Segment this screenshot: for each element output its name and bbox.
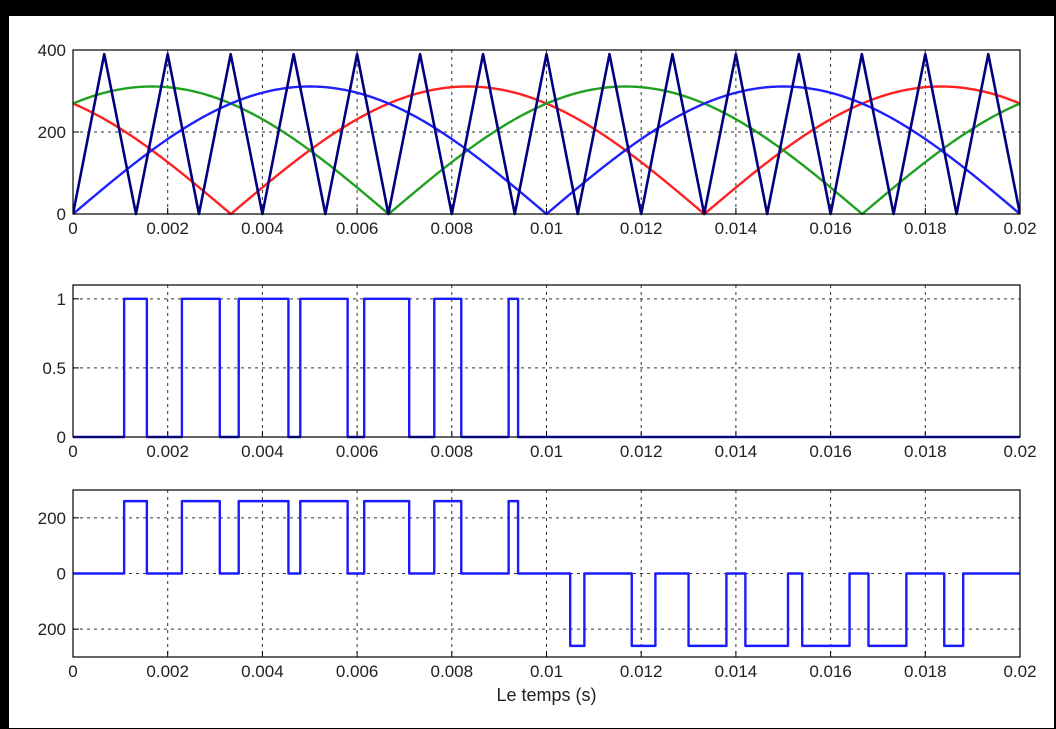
x-tick-label: 0 xyxy=(68,662,77,681)
x-tick-label: 0.01 xyxy=(530,219,563,238)
x-tick-label: 0.012 xyxy=(620,219,663,238)
x-tick-label: 0.018 xyxy=(904,219,947,238)
chart-panel-1: 0 0.002 0.004 0.006 0.008 0.01 0.012 0.014 0.016… xyxy=(38,41,1037,238)
y-tick-label: 0 xyxy=(57,428,66,447)
x-tick-label: 0 xyxy=(68,219,77,238)
x-tick-label: 0.012 xyxy=(620,442,663,461)
x-tick-label: 0.014 xyxy=(715,219,758,238)
x-tick-label: 0.006 xyxy=(336,662,379,681)
x-tick-label: 0.004 xyxy=(241,662,284,681)
x-tick-label: 0.004 xyxy=(241,219,284,238)
y-tick-label: 0 xyxy=(57,565,66,584)
x-tick-label: 0.012 xyxy=(620,662,663,681)
y-tick-label: 400 xyxy=(38,41,66,60)
y-tick-label: 1 xyxy=(57,290,66,309)
x-tick-label: 0.002 xyxy=(146,662,189,681)
y-tick-label: 200 xyxy=(38,123,66,142)
x-tick-label: 0.004 xyxy=(241,442,284,461)
x-tick-label: 0.002 xyxy=(146,219,189,238)
series-group xyxy=(73,499,1020,648)
x-tick-label: 0.01 xyxy=(530,662,563,681)
x-tick-label: 0.014 xyxy=(715,662,758,681)
x-tick-label: 0.006 xyxy=(336,219,379,238)
x-tick-label: 0.008 xyxy=(431,442,474,461)
series-line xyxy=(73,52,1020,216)
x-tick-label: 0.008 xyxy=(431,219,474,238)
x-tick-label: 0.02 xyxy=(1003,219,1036,238)
plot-area xyxy=(73,50,1020,214)
axes-frame xyxy=(72,284,1021,438)
y-tick-label: 0 xyxy=(57,205,66,224)
axes-frame xyxy=(72,489,1021,658)
chart-panel-2: 0 0.002 0.004 0.006 0.008 0.01 0.012 0.014 0.016… xyxy=(42,284,1037,461)
y-tick-label: 0.5 xyxy=(42,359,66,378)
x-tick-label: 0.014 xyxy=(715,442,758,461)
series-line xyxy=(73,499,1020,648)
chart-panel-3: 0 0.002 0.004 0.006 0.008 0.01 0.012 0.014 0.016… xyxy=(38,489,1037,705)
x-tick-label: 0.016 xyxy=(809,662,852,681)
y-tick-label: 200 xyxy=(38,620,66,639)
x-tick-label: 0.006 xyxy=(336,442,379,461)
axes-frame xyxy=(72,49,1021,215)
x-tick-label: 0.008 xyxy=(431,662,474,681)
x-axis-label: Le temps (s) xyxy=(496,685,596,705)
x-tick-label: 0.02 xyxy=(1003,442,1036,461)
x-tick-label: 0 xyxy=(68,442,77,461)
x-tick-label: 0.02 xyxy=(1003,662,1036,681)
x-tick-label: 0.002 xyxy=(146,442,189,461)
x-tick-label: 0.01 xyxy=(530,442,563,461)
x-tick-label: 0.018 xyxy=(904,662,947,681)
x-tick-label: 0.018 xyxy=(904,442,947,461)
y-tick-label: 200 xyxy=(38,509,66,528)
x-tick-label: 0.016 xyxy=(809,219,852,238)
x-tick-label: 0.016 xyxy=(809,442,852,461)
